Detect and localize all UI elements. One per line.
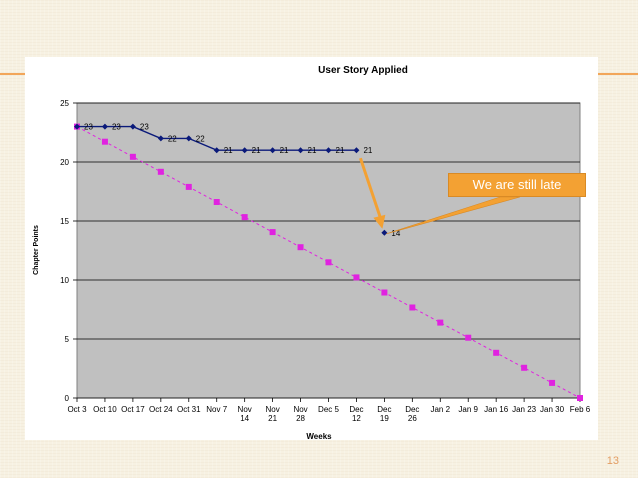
x-tick-label: Nov 7	[206, 405, 227, 414]
x-tick-label: Dec	[405, 405, 419, 414]
data-label-actual: 22	[196, 134, 205, 143]
chart-title: User Story Applied	[318, 65, 408, 76]
point-ideal	[325, 259, 332, 266]
data-label-actual: 21	[336, 146, 345, 155]
x-tick-label: Jan 23	[512, 405, 537, 414]
data-label-actual: 22	[168, 134, 177, 143]
x-tick-label: Dec	[377, 405, 391, 414]
data-label-actual: 23	[112, 123, 121, 132]
y-axis-ticks: 0 5 10 15 20 25	[60, 99, 77, 403]
point-actual	[129, 123, 136, 130]
y-tick-label: 20	[60, 158, 69, 167]
x-tick-label: Oct 31	[177, 405, 201, 414]
data-label-actual: 21	[224, 146, 233, 155]
point-actual	[353, 147, 360, 154]
point-actual	[241, 147, 248, 154]
callout-box: We are still late	[448, 173, 586, 197]
callout-pointer	[386, 196, 521, 235]
point-ideal	[241, 214, 248, 221]
burndown-chart: User Story Applied 0 5 10 15 20 25 Oct 3 Oct 1…	[33, 65, 591, 441]
point-ideal	[353, 274, 360, 281]
x-axis-label: Weeks	[306, 432, 332, 440]
data-label-actual: 21	[280, 146, 289, 155]
point-ideal	[493, 349, 500, 356]
point-ideal	[269, 229, 276, 236]
x-tick-label: Nov	[293, 405, 307, 414]
arrow-head-from-21	[373, 214, 386, 229]
data-label-actual: 21	[252, 146, 261, 155]
data-label-actual: 21	[308, 146, 317, 155]
y-tick-label: 25	[60, 99, 69, 108]
x-tick-label: 21	[268, 414, 277, 423]
decorative-line-left	[0, 73, 25, 75]
data-label-actual: 23	[140, 123, 149, 132]
x-tick-label: Jan 16	[484, 405, 509, 414]
data-label-actual: 21	[363, 146, 372, 155]
x-tick-label: Jan 9	[458, 405, 478, 414]
point-ideal	[297, 244, 304, 251]
point-ideal	[465, 334, 472, 341]
point-actual	[74, 123, 80, 130]
point-ideal	[101, 138, 108, 145]
point-actual	[185, 135, 192, 142]
x-tick-label: 12	[352, 414, 361, 423]
x-tick-label: Jan 2	[430, 405, 450, 414]
point-ideal	[521, 364, 528, 371]
y-tick-label: 5	[65, 335, 70, 344]
point-actual	[325, 147, 332, 154]
point-ideal	[381, 289, 388, 296]
point-actual	[269, 147, 276, 154]
chart-panel: User Story Applied 0 5 10 15 20 25 Oct 3 Oct 1…	[25, 57, 598, 441]
callout-arrows	[359, 157, 521, 235]
point-ideal	[409, 304, 416, 311]
point-actual	[101, 123, 108, 130]
point-ideal	[185, 183, 192, 190]
decorative-line-right	[598, 73, 638, 75]
x-tick-label: 28	[296, 414, 305, 423]
x-tick-label: Jan 30	[540, 405, 565, 414]
x-tick-label: Nov	[238, 405, 252, 414]
point-actual	[297, 147, 304, 154]
x-tick-label: Dec	[349, 405, 363, 414]
x-tick-label: Feb 6	[570, 405, 591, 414]
arrow-shaft-from-21	[359, 157, 382, 219]
y-tick-label: 10	[60, 276, 69, 285]
point-current	[381, 229, 388, 236]
x-tick-label: Oct 10	[93, 405, 117, 414]
x-tick-label: 26	[408, 414, 417, 423]
point-ideal	[157, 168, 164, 175]
x-tick-label: Oct 24	[149, 405, 173, 414]
x-tick-label: Nov	[265, 405, 279, 414]
data-label-current: 14	[391, 229, 400, 238]
point-actual	[213, 147, 220, 154]
x-tick-label: 19	[380, 414, 389, 423]
page-number: 13	[606, 455, 619, 467]
y-tick-label: 0	[65, 394, 70, 403]
y-axis-label: Chapter Points	[33, 225, 40, 275]
point-ideal	[213, 199, 220, 206]
point-ideal	[577, 395, 583, 401]
x-tick-label: 14	[240, 414, 249, 423]
point-ideal	[129, 153, 136, 160]
series-layer: 23 23 23 22 22 21 21 21 21 21 21 14	[74, 123, 583, 401]
point-actual	[157, 135, 164, 142]
data-label-actual: 23	[84, 123, 93, 132]
x-tick-label: Oct 17	[121, 405, 145, 414]
x-axis-ticks: Oct 3 Oct 10 Oct 17 Oct 24 Oct 31 Nov 7 Nov14N…	[67, 398, 591, 423]
point-ideal	[549, 379, 556, 386]
y-tick-label: 15	[60, 217, 69, 226]
x-tick-label: Oct 3	[67, 405, 87, 414]
point-ideal	[437, 319, 444, 326]
x-tick-label: Dec 5	[318, 405, 339, 414]
